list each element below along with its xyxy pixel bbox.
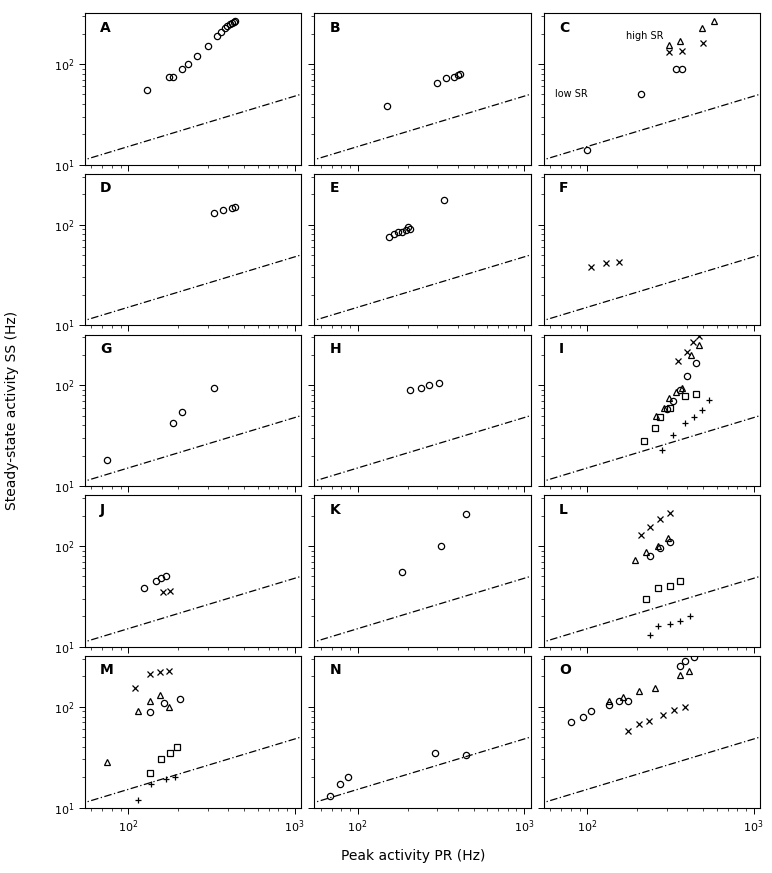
Text: H: H — [330, 342, 341, 356]
Text: N: N — [330, 663, 341, 677]
Text: G: G — [100, 342, 111, 356]
Text: low SR: low SR — [555, 89, 587, 99]
Text: M: M — [100, 663, 113, 677]
Text: C: C — [559, 21, 569, 35]
Text: E: E — [330, 182, 339, 196]
Text: L: L — [559, 503, 568, 517]
Text: K: K — [330, 503, 340, 517]
Text: B: B — [330, 21, 340, 35]
Text: F: F — [559, 182, 568, 196]
Text: O: O — [559, 663, 571, 677]
Text: Peak activity PR (Hz): Peak activity PR (Hz) — [340, 849, 486, 863]
Text: Steady-state activity SS (Hz): Steady-state activity SS (Hz) — [5, 311, 19, 510]
Text: J: J — [100, 503, 105, 517]
Text: A: A — [100, 21, 111, 35]
Text: high SR: high SR — [626, 31, 664, 41]
Text: I: I — [559, 342, 564, 356]
Text: D: D — [100, 182, 112, 196]
